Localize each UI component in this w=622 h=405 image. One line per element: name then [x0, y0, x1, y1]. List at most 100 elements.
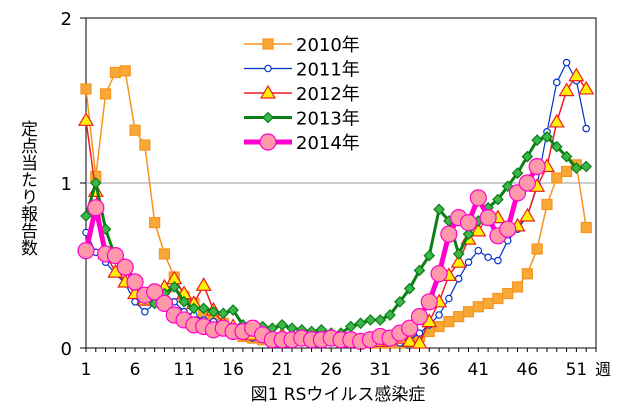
data-point	[276, 319, 289, 331]
x-tick-label: 46	[517, 360, 539, 380]
data-point	[511, 281, 524, 293]
data-point	[452, 248, 465, 260]
data-point	[80, 210, 92, 222]
data-point	[464, 258, 473, 267]
x-tick-label: 31	[369, 360, 391, 380]
legend-label: 2013年	[296, 109, 360, 130]
data-point	[550, 140, 563, 153]
x-tick-label: 1	[81, 360, 92, 380]
data-point	[374, 314, 387, 326]
data-point	[364, 314, 377, 326]
data-point	[146, 283, 164, 301]
data-point	[354, 317, 367, 330]
data-point	[116, 258, 134, 276]
data-point	[401, 319, 419, 337]
series-5	[77, 157, 546, 350]
data-point	[580, 160, 593, 173]
data-point	[217, 307, 230, 320]
data-point	[119, 65, 131, 77]
data-point	[531, 134, 544, 146]
data-point	[459, 214, 478, 232]
data-point	[580, 221, 592, 234]
data-point	[474, 246, 483, 255]
legend-label: 2010年	[296, 35, 360, 56]
data-point	[470, 222, 487, 237]
data-point	[423, 249, 436, 262]
data-point	[89, 177, 102, 189]
data-point	[502, 287, 514, 300]
data-point	[227, 304, 239, 316]
x-tick-label: 6	[130, 360, 141, 380]
data-point	[440, 225, 458, 243]
figure-caption: 図1 RSウイルス感染症	[251, 385, 426, 405]
data-point	[582, 124, 590, 133]
data-point	[519, 207, 536, 222]
legend-item: 2011年	[244, 60, 360, 81]
data-point	[131, 297, 139, 306]
legend-label: 2012年	[296, 84, 360, 105]
data-point	[168, 281, 181, 293]
data-point	[511, 167, 524, 179]
data-point	[494, 256, 502, 265]
data-point	[472, 301, 484, 313]
y-axis-label: 定点当たり報告数	[17, 120, 38, 256]
y-tick-label: 0	[61, 339, 72, 360]
legend-item: 2010年	[244, 35, 360, 56]
data-point	[479, 209, 497, 227]
data-point	[450, 254, 467, 268]
data-point	[178, 295, 190, 308]
data-point	[139, 139, 151, 151]
data-point	[521, 268, 533, 280]
data-point	[87, 199, 105, 217]
data-point	[492, 292, 504, 305]
data-point	[435, 311, 443, 319]
data-point	[410, 308, 429, 326]
x-axis-unit-label: 週	[595, 360, 611, 379]
data-point	[462, 228, 475, 240]
legend-item: 2014年	[244, 133, 360, 154]
data-point	[384, 309, 396, 321]
data-point	[259, 133, 277, 151]
plot-area	[77, 17, 597, 350]
data-point	[80, 83, 92, 95]
data-point	[129, 124, 141, 136]
data-point	[541, 198, 553, 211]
data-point	[518, 174, 536, 192]
legend-item: 2012年	[244, 84, 360, 105]
y-tick-label: 1	[61, 174, 72, 195]
data-point	[443, 316, 455, 328]
data-point	[197, 302, 210, 315]
data-point	[453, 311, 465, 323]
data-point	[195, 277, 212, 291]
x-tick-label: 11	[173, 360, 195, 380]
data-point	[562, 58, 571, 67]
data-point	[445, 294, 453, 303]
data-point	[420, 293, 438, 311]
x-tick-label: 16	[222, 360, 244, 380]
data-point	[482, 297, 494, 310]
data-point	[578, 80, 595, 95]
data-point	[155, 294, 174, 313]
data-point	[560, 150, 573, 163]
x-tick-label: 41	[467, 360, 489, 380]
data-point	[106, 247, 125, 265]
data-point	[462, 306, 475, 318]
data-point	[149, 217, 161, 229]
data-point	[259, 84, 277, 99]
data-point	[560, 165, 573, 178]
data-point	[492, 193, 504, 206]
data-point	[77, 112, 95, 126]
data-point	[469, 189, 487, 207]
data-point	[403, 282, 416, 295]
data-point	[264, 64, 272, 73]
legend-label: 2011年	[296, 60, 360, 81]
data-point	[484, 253, 492, 262]
data-point	[141, 307, 149, 316]
data-point	[568, 67, 585, 82]
data-point	[207, 305, 220, 318]
data-point	[109, 66, 122, 79]
data-point	[570, 162, 583, 174]
data-point	[100, 88, 112, 100]
data-point	[413, 264, 426, 277]
x-tick-label: 36	[418, 360, 440, 380]
